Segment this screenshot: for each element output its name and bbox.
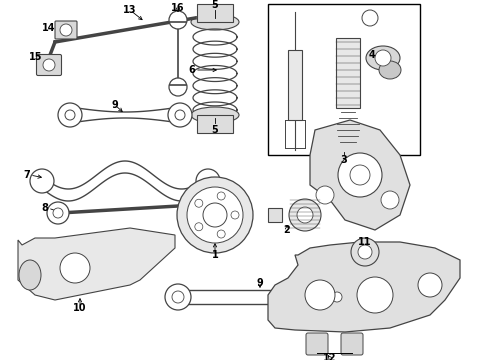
Text: 9: 9: [112, 100, 119, 110]
Text: 7: 7: [23, 170, 30, 180]
Circle shape: [418, 273, 442, 297]
Bar: [197, 115, 233, 133]
Circle shape: [351, 238, 379, 266]
Circle shape: [297, 207, 313, 223]
Circle shape: [362, 10, 378, 26]
Circle shape: [172, 291, 184, 303]
Bar: [336, 38, 360, 108]
Circle shape: [30, 169, 54, 193]
Text: 4: 4: [368, 50, 375, 60]
Text: 12: 12: [323, 353, 337, 360]
Circle shape: [43, 59, 55, 71]
Bar: [288, 50, 302, 120]
Polygon shape: [310, 120, 410, 230]
Text: 1: 1: [212, 250, 219, 260]
Ellipse shape: [379, 61, 401, 79]
Circle shape: [186, 194, 208, 216]
Circle shape: [375, 50, 391, 66]
Circle shape: [195, 199, 203, 207]
Text: 14: 14: [42, 23, 55, 33]
Circle shape: [326, 286, 348, 308]
Text: 3: 3: [341, 155, 347, 165]
Text: 6: 6: [188, 65, 195, 75]
Circle shape: [47, 202, 69, 224]
Circle shape: [165, 284, 191, 310]
FancyBboxPatch shape: [341, 333, 363, 355]
Ellipse shape: [191, 14, 239, 30]
Bar: [268, 208, 282, 222]
Bar: [268, 4, 420, 155]
Circle shape: [350, 165, 370, 185]
Circle shape: [175, 110, 185, 120]
Text: 8: 8: [41, 203, 48, 213]
Circle shape: [289, 199, 321, 231]
Circle shape: [196, 169, 220, 193]
Ellipse shape: [191, 107, 239, 123]
Ellipse shape: [366, 46, 400, 70]
Circle shape: [231, 211, 239, 219]
FancyBboxPatch shape: [36, 54, 62, 76]
Bar: [197, 4, 233, 22]
Text: 9: 9: [257, 278, 264, 288]
Polygon shape: [18, 228, 175, 300]
Circle shape: [53, 208, 63, 218]
Circle shape: [203, 203, 227, 227]
FancyBboxPatch shape: [306, 333, 328, 355]
Circle shape: [65, 110, 75, 120]
Circle shape: [195, 223, 203, 231]
Text: 13: 13: [123, 5, 137, 15]
Circle shape: [60, 253, 90, 283]
Circle shape: [58, 103, 82, 127]
Circle shape: [192, 200, 202, 210]
Circle shape: [332, 292, 342, 302]
Circle shape: [169, 11, 187, 29]
Circle shape: [357, 277, 393, 313]
Text: 11: 11: [358, 237, 372, 247]
Circle shape: [187, 187, 243, 243]
Text: 5: 5: [212, 0, 219, 10]
Circle shape: [338, 153, 382, 197]
Circle shape: [316, 186, 334, 204]
Circle shape: [358, 245, 372, 259]
Polygon shape: [268, 242, 460, 332]
Circle shape: [168, 103, 192, 127]
Ellipse shape: [19, 260, 41, 290]
Circle shape: [217, 192, 225, 200]
Circle shape: [60, 24, 72, 36]
Text: 2: 2: [284, 225, 291, 235]
Circle shape: [177, 177, 253, 253]
Circle shape: [217, 230, 225, 238]
Circle shape: [305, 280, 335, 310]
Circle shape: [169, 78, 187, 96]
Text: 5: 5: [212, 125, 219, 135]
Text: 16: 16: [171, 3, 185, 13]
FancyBboxPatch shape: [55, 21, 77, 39]
Text: 10: 10: [73, 303, 87, 313]
Circle shape: [381, 191, 399, 209]
Text: 15: 15: [28, 52, 42, 62]
